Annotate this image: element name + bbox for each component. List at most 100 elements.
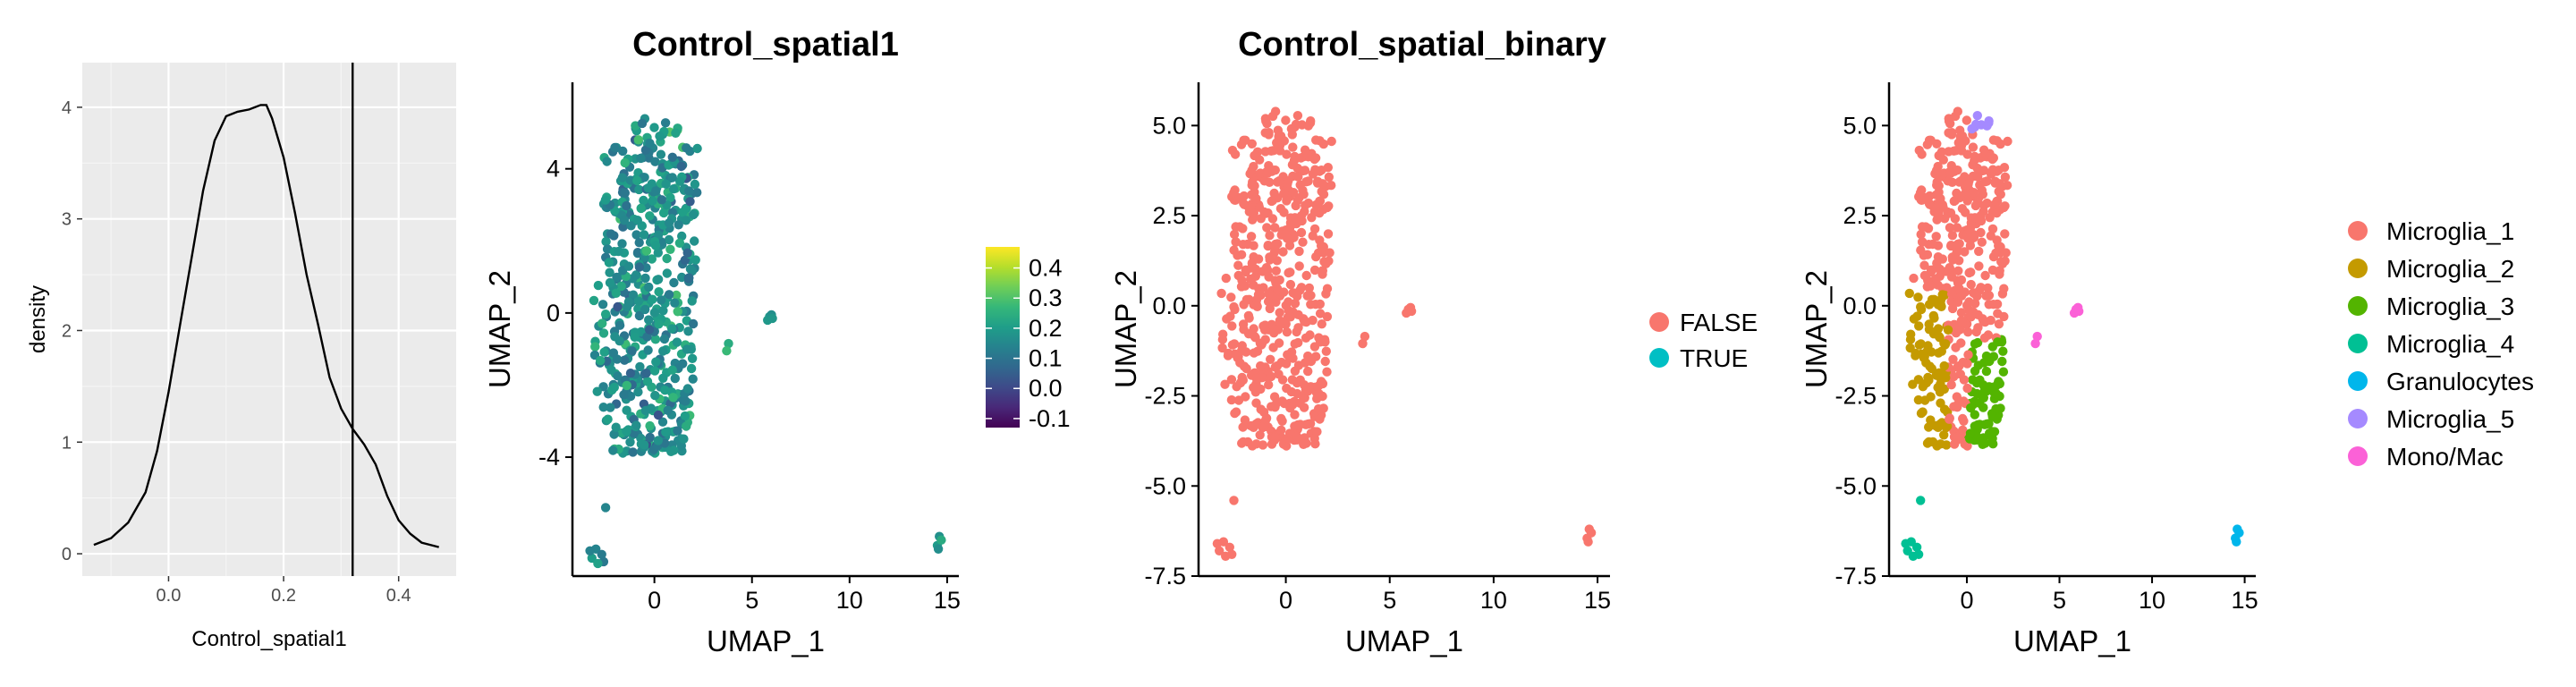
cell-point	[690, 179, 700, 190]
y-tick-label: 2	[62, 321, 72, 341]
cell-point	[642, 377, 653, 386]
cell-point	[1305, 330, 1315, 340]
cell-point	[1309, 154, 1319, 165]
cell-point	[1988, 199, 1999, 210]
cell-point	[1251, 294, 1262, 305]
cell-point	[1276, 413, 1286, 424]
cell-point	[1293, 172, 1303, 182]
cell-point	[1291, 200, 1301, 211]
cell-point	[1259, 325, 1270, 335]
cell-point	[1924, 135, 1935, 145]
cell-point	[634, 262, 645, 272]
cell-point	[1272, 138, 1282, 148]
cell-point	[647, 254, 657, 264]
cell-point	[1945, 208, 1956, 218]
cell-point	[1931, 232, 1941, 242]
cell-point	[654, 287, 664, 297]
cell-point	[669, 277, 679, 288]
cell-point	[2232, 537, 2241, 547]
cell-point	[1962, 115, 1971, 125]
cell-point	[674, 238, 685, 248]
cell-point	[667, 365, 677, 375]
cell-point	[614, 246, 623, 257]
cell-point	[650, 157, 660, 166]
cell-point	[1957, 318, 1967, 327]
legend-key	[2348, 334, 2368, 353]
cell-point	[1216, 288, 1226, 299]
cell-point	[1994, 241, 2004, 250]
cell-point	[673, 426, 682, 436]
cell-point	[767, 313, 777, 324]
cell-point	[1958, 413, 1968, 424]
cell-point	[633, 387, 643, 397]
legend-key	[1649, 348, 1669, 368]
cell-point	[1970, 339, 1980, 349]
cell-point	[1296, 227, 1307, 238]
cell-point	[1275, 308, 1284, 318]
cell-point	[1226, 293, 1236, 302]
cell-point	[639, 230, 649, 240]
cell-point	[1916, 301, 1926, 312]
cell-point	[1318, 190, 1329, 199]
cell-point	[1939, 430, 1949, 440]
cell-point	[1943, 325, 1953, 335]
cell-point	[1969, 188, 1979, 198]
cell-point	[609, 382, 619, 393]
cell-point	[1970, 200, 1981, 211]
cell-point	[1974, 261, 1984, 271]
cell-point	[1317, 319, 1327, 329]
cell-point	[1238, 375, 1249, 386]
cell-point	[2002, 181, 2012, 191]
cell-point	[1970, 299, 1980, 309]
cell-point	[1288, 288, 1298, 298]
cell-point	[1941, 440, 1952, 450]
cell-point	[1274, 369, 1284, 379]
cell-point	[677, 231, 687, 242]
cell-point	[1237, 438, 1247, 448]
legend-key	[2348, 446, 2368, 466]
cell-point	[630, 332, 640, 342]
cell-point	[1983, 330, 1994, 340]
cell-point	[1308, 231, 1318, 241]
cell-point	[673, 307, 682, 317]
cell-point	[598, 328, 609, 338]
cell-point	[1992, 208, 2002, 218]
cell-point	[1239, 135, 1249, 145]
cell-point	[1286, 123, 1297, 134]
cell-point	[1303, 121, 1314, 131]
cell-point	[1260, 114, 1271, 123]
cell-point	[1265, 303, 1275, 314]
cell-point	[1292, 327, 1301, 337]
y-tick-label: -2.5	[1144, 383, 1186, 410]
legend-label: Granulocytes	[2386, 368, 2534, 395]
cell-point	[1954, 360, 1964, 371]
cell-point	[1956, 275, 1967, 285]
cell-point	[1919, 270, 1930, 281]
cell-point	[1241, 363, 1251, 374]
cell-point	[644, 315, 654, 325]
panel-title: Control_spatial1	[632, 26, 899, 64]
cell-point	[622, 405, 631, 415]
cell-point	[597, 318, 607, 328]
cell-point	[1927, 363, 1936, 374]
cell-point	[1983, 283, 1993, 293]
cell-point	[1980, 270, 1990, 281]
legend-key	[1649, 312, 1669, 332]
cell-point	[614, 320, 625, 330]
cell-point	[1311, 199, 1321, 210]
cell-point	[1970, 366, 1980, 376]
cell-point	[1258, 421, 1269, 431]
cell-point	[639, 440, 649, 450]
cell-point	[1968, 142, 1979, 152]
cell-point	[2074, 306, 2084, 317]
cell-point	[608, 445, 618, 455]
cell-point	[1270, 223, 1280, 233]
cell-point	[661, 427, 671, 437]
x-tick-label: 0	[1279, 587, 1292, 614]
cell-point	[593, 558, 603, 569]
cell-point	[632, 175, 642, 186]
y-tick-label: 2.5	[1152, 202, 1186, 229]
cell-point	[1991, 389, 2002, 399]
cell-point	[632, 216, 642, 225]
cell-point	[1931, 165, 1942, 175]
